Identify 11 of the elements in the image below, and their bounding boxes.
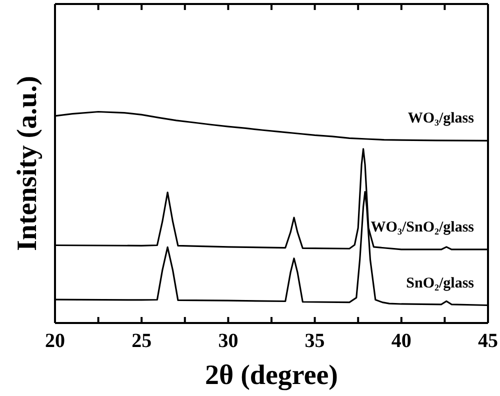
x-tick-label: 20 — [45, 330, 65, 352]
x-axis-title: 2θ (degree) — [204, 360, 338, 391]
series-label: WO₃/SnO₂/glass — [370, 219, 474, 236]
x-tick-label: 25 — [132, 330, 152, 352]
x-tick-label: 35 — [304, 330, 325, 352]
x-tick-label: 30 — [218, 330, 238, 352]
x-tick-label: 45 — [478, 330, 498, 352]
y-axis-title: Intensity (a.u.) — [12, 76, 43, 252]
x-tick-label: 40 — [391, 330, 412, 352]
series-label: SnO₂/glass — [406, 275, 474, 292]
series-label: WO₃/glass — [408, 110, 474, 127]
